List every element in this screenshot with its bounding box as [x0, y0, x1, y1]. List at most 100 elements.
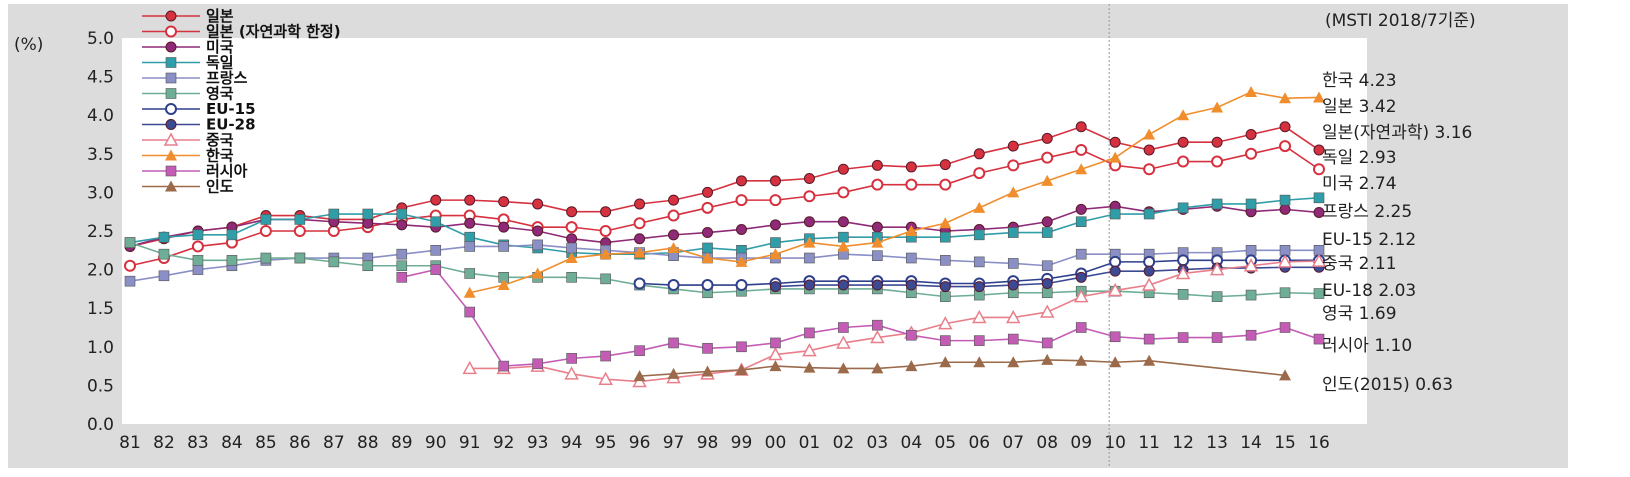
- data-point: [124, 275, 136, 287]
- data-point: [973, 201, 986, 213]
- data-point: [396, 272, 408, 283]
- data-point: [872, 250, 883, 262]
- y-tick-label: 3.0: [87, 183, 114, 203]
- series-russia: [396, 264, 1325, 372]
- x-tick-label: 87: [323, 433, 345, 453]
- data-point: [226, 255, 238, 266]
- data-point: [1141, 277, 1157, 291]
- source-note: (MSTI 2018/7기준): [1325, 11, 1476, 31]
- data-point: [735, 255, 748, 267]
- data-point: [463, 286, 476, 298]
- data-point: [396, 219, 408, 231]
- legend-label: EU-28: [206, 116, 256, 134]
- data-point: [735, 363, 748, 375]
- data-point: [1039, 304, 1055, 318]
- data-point: [1279, 140, 1292, 153]
- series-uk: [124, 237, 1325, 302]
- y-axis-unit-label: (%): [14, 35, 43, 55]
- data-point: [1245, 198, 1257, 210]
- data-point: [871, 178, 884, 191]
- data-point: [498, 360, 509, 372]
- data-point: [1007, 227, 1019, 238]
- data-point: [1041, 260, 1053, 272]
- data-point: [1211, 101, 1224, 113]
- series-japan: [124, 121, 1325, 252]
- x-tick-label: 82: [153, 433, 175, 453]
- series-line-japan: [129, 125, 1320, 248]
- data-point: [1143, 208, 1155, 220]
- data-point: [1007, 356, 1020, 368]
- data-point: [1005, 309, 1021, 324]
- data-point: [396, 248, 408, 260]
- data-point: [973, 256, 985, 268]
- data-point: [1109, 331, 1121, 343]
- data-point: [1109, 136, 1121, 148]
- series-india: [633, 353, 1292, 382]
- x-tick-label: 93: [527, 433, 549, 453]
- data-point: [1041, 132, 1053, 144]
- data-point: [803, 279, 815, 291]
- data-point: [938, 316, 953, 330]
- legend-item-japan: 일본: [142, 7, 234, 25]
- data-point: [497, 279, 510, 291]
- data-point: [260, 252, 272, 264]
- data-point: [1007, 140, 1019, 152]
- x-tick-label: 99: [731, 433, 753, 453]
- data-point: [1041, 151, 1054, 164]
- data-point: [462, 360, 477, 375]
- data-point: [328, 208, 340, 220]
- data-point: [973, 281, 985, 293]
- data-point: [294, 252, 306, 264]
- data-point: [464, 231, 476, 243]
- data-point: [667, 367, 680, 379]
- x-tick-label: 91: [459, 433, 481, 453]
- x-tick-label: 81: [119, 433, 141, 453]
- data-point: [600, 206, 612, 218]
- data-point: [668, 337, 679, 349]
- y-tick-label: 4.5: [87, 68, 114, 88]
- data-point: [905, 360, 918, 372]
- data-point: [804, 252, 815, 264]
- data-point: [328, 256, 340, 268]
- data-point: [158, 248, 170, 260]
- data-point: [940, 255, 951, 266]
- data-point: [165, 149, 177, 161]
- x-tick-label: 00: [765, 433, 787, 453]
- data-point: [565, 221, 578, 234]
- data-point: [1177, 109, 1190, 121]
- x-tick-label: 10: [1104, 433, 1126, 453]
- data-point: [599, 225, 612, 237]
- data-point: [1177, 332, 1189, 343]
- legend-item-germany: 독일: [142, 54, 234, 72]
- data-point: [1243, 258, 1259, 272]
- legend-label: 러시아: [206, 162, 248, 180]
- data-point: [1245, 86, 1258, 98]
- data-point: [1245, 329, 1257, 341]
- data-point: [837, 163, 849, 175]
- series-line-korea: [469, 91, 1320, 294]
- x-tick-label: 13: [1206, 433, 1228, 453]
- data-point: [1279, 92, 1292, 104]
- data-point: [163, 132, 179, 146]
- end-label: EU-15 2.12: [1322, 230, 1416, 250]
- data-point: [396, 208, 408, 220]
- data-point: [1143, 163, 1156, 176]
- data-point: [1075, 163, 1088, 175]
- data-point: [837, 186, 850, 199]
- y-axis: 0.0 0.5 1.0 1.5 2.0 2.5 3.0 3.5 4.0 4.5 5.0: [87, 29, 114, 435]
- data-point: [769, 175, 781, 187]
- data-point: [599, 248, 612, 260]
- y-tick-label: 5.0: [87, 29, 114, 49]
- data-point: [192, 264, 204, 275]
- data-point: [192, 229, 204, 241]
- data-point: [667, 209, 680, 222]
- data-point: [973, 148, 985, 160]
- data-point: [633, 246, 646, 258]
- data-point: [871, 221, 883, 233]
- data-point: [327, 225, 340, 237]
- data-point: [1177, 254, 1190, 267]
- data-point: [1041, 287, 1053, 299]
- data-point: [260, 214, 272, 225]
- data-point: [871, 362, 884, 374]
